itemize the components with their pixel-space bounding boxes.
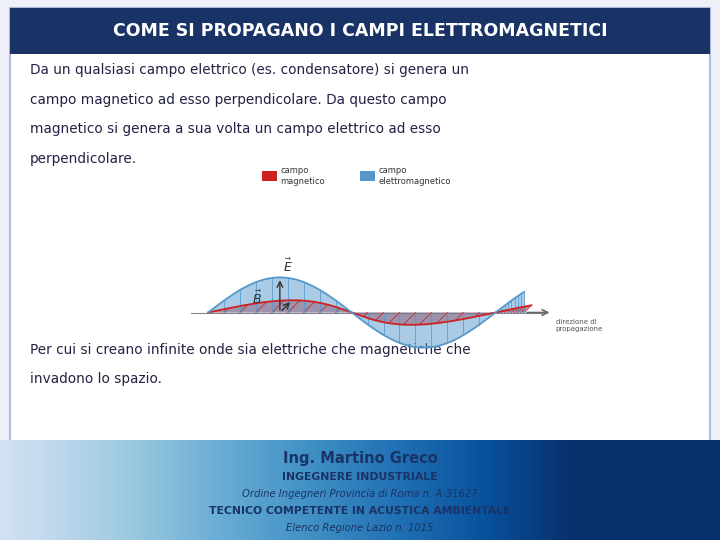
- Text: invadono lo spazio.: invadono lo spazio.: [30, 373, 162, 387]
- Text: $\vec{B}$: $\vec{B}$: [252, 290, 261, 307]
- Text: TECNICO COMPETENTE IN ACUSTICA AMBIENTALE: TECNICO COMPETENTE IN ACUSTICA AMBIENTAL…: [210, 506, 510, 516]
- Text: campo
magnetico: campo magnetico: [280, 166, 325, 186]
- Text: Per cui si creano infinite onde sia elettriche che magnetiche che: Per cui si creano infinite onde sia elet…: [30, 343, 470, 357]
- Text: INGEGNERE INDUSTRIALE: INGEGNERE INDUSTRIALE: [282, 472, 438, 482]
- Text: Ing. Martino Greco: Ing. Martino Greco: [283, 450, 437, 465]
- Polygon shape: [495, 305, 531, 313]
- Bar: [10, 8, 710, 54]
- Text: $\vec{E}$: $\vec{E}$: [284, 258, 293, 275]
- Text: COME SI PROPAGANO I CAMPI ELETTROMAGNETICI: COME SI PROPAGANO I CAMPI ELETTROMAGNETI…: [113, 22, 607, 40]
- FancyBboxPatch shape: [10, 8, 710, 446]
- Text: magnetico si genera a sua volta un campo elettrico ad esso: magnetico si genera a sua volta un campo…: [30, 122, 441, 136]
- Text: Da un qualsiasi campo elettrico (es. condensatore) si genera un: Da un qualsiasi campo elettrico (es. con…: [30, 63, 469, 77]
- Text: campo
elettromagnetico: campo elettromagnetico: [379, 166, 451, 186]
- Text: Elenco Regione Lazio n. 1015: Elenco Regione Lazio n. 1015: [287, 523, 433, 533]
- Polygon shape: [351, 313, 495, 348]
- Text: Ordine Ingegneri Provincia di Roma n. A-31627: Ordine Ingegneri Provincia di Roma n. A-…: [242, 489, 478, 499]
- Bar: [262, 171, 277, 181]
- Text: direzione di
propagazione: direzione di propagazione: [556, 319, 603, 332]
- Bar: [360, 171, 375, 181]
- Text: campo magnetico ad esso perpendicolare. Da questo campo: campo magnetico ad esso perpendicolare. …: [30, 92, 446, 106]
- Polygon shape: [208, 278, 351, 313]
- Polygon shape: [351, 313, 495, 325]
- Text: perpendicolare.: perpendicolare.: [30, 152, 137, 166]
- Polygon shape: [208, 300, 351, 313]
- Polygon shape: [495, 292, 524, 313]
